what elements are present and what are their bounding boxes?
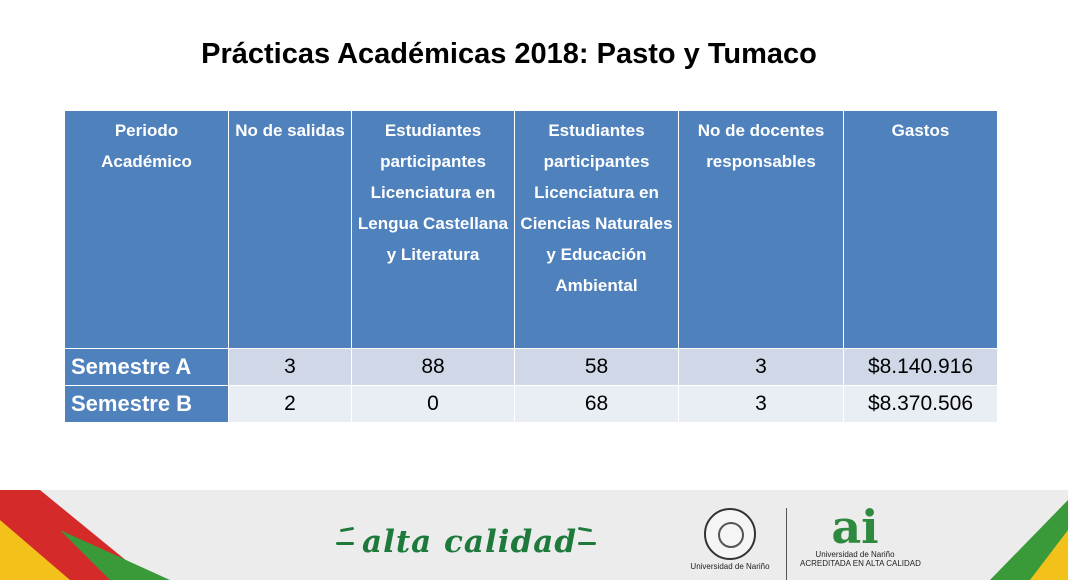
cell-docentes: 3 (678, 348, 844, 386)
academic-practices-table: Periodo Académico No de salidas Estudian… (64, 110, 998, 423)
brand-dash-left-2 (336, 542, 354, 545)
cell-salidas: 2 (228, 385, 352, 423)
cell-gastos: $8.370.506 (843, 385, 998, 423)
cell-estudiantes-lengua: 88 (351, 348, 515, 386)
header-salidas: No de salidas (228, 110, 352, 349)
seal-icon (704, 508, 756, 560)
cell-estudiantes-ciencias: 58 (514, 348, 679, 386)
header-gastos: Gastos (843, 110, 998, 349)
row-label: Semestre A (64, 348, 229, 386)
yellow-stripe (0, 520, 70, 580)
brand-dash-right-2 (578, 542, 596, 545)
ai-caption: Universidad de Nariño (815, 550, 895, 559)
logo-divider (786, 508, 787, 580)
cell-estudiantes-lengua: 0 (351, 385, 515, 423)
accreditation-logo: ai Universidad de Nariño ACREDITADA EN A… (800, 500, 921, 568)
university-seal: Universidad de Nariño (690, 508, 770, 571)
ai-sub-caption: ACREDITADA EN ALTA CALIDAD (800, 559, 921, 568)
header-estudiantes-lengua: Estudiantes participantes Licenciatura e… (351, 110, 515, 349)
ai-logo-icon: ai (831, 500, 879, 554)
header-docentes: No de docentes responsables (678, 110, 844, 349)
header-estudiantes-ciencias: Estudiantes participantes Licenciatura e… (514, 110, 679, 349)
row-label: Semestre B (64, 385, 229, 423)
brand-text: alta calidad (362, 524, 578, 560)
slide-title: Prácticas Académicas 2018: Pasto y Tumac… (201, 38, 817, 70)
table-row: Semestre B 2 0 68 3 $8.370.506 (64, 385, 998, 423)
table-row: Semestre A 3 88 58 3 $8.140.916 (64, 348, 998, 386)
header-periodo: Periodo Académico (64, 110, 229, 349)
cell-estudiantes-ciencias: 68 (514, 385, 679, 423)
cell-docentes: 3 (678, 385, 844, 423)
footer-banner: alta calidad Universidad de Nariño ai Un… (0, 490, 1068, 580)
seal-caption: Universidad de Nariño (690, 562, 770, 571)
decorative-stripes (0, 490, 1068, 580)
cell-salidas: 3 (228, 348, 352, 386)
cell-gastos: $8.140.916 (843, 348, 998, 386)
yellow-stripe-right (1030, 530, 1068, 580)
table-header-row: Periodo Académico No de salidas Estudian… (64, 110, 998, 349)
green-stripe-left (60, 530, 170, 580)
